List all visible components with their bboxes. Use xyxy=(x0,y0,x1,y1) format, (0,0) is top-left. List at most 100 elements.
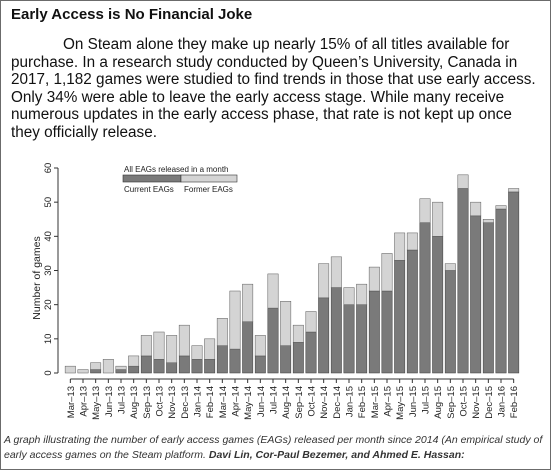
y-tick-label: 60 xyxy=(43,163,54,174)
bar-current-eags xyxy=(115,369,127,374)
x-tick-label: Nov–14 xyxy=(319,386,330,419)
x-tick-label: Mar–14 xyxy=(218,386,229,418)
bar-former-eags xyxy=(318,263,330,299)
bar-former-eags xyxy=(292,324,304,343)
x-tick-label: Nov–15 xyxy=(471,386,482,419)
bar-former-eags xyxy=(102,359,114,374)
bar-current-eags xyxy=(470,215,482,374)
bar-former-eags xyxy=(191,345,203,360)
bar-current-eags xyxy=(191,359,203,374)
x-tick-label: Jan–14 xyxy=(193,386,204,417)
bar-former-eags xyxy=(90,362,102,370)
x-tick-label: Jan–15 xyxy=(345,386,356,417)
bar-former-eags xyxy=(406,232,418,251)
x-tick-label: Oct–14 xyxy=(307,386,318,417)
legend: All EAGs released in a month Current EAGs… xyxy=(122,165,238,194)
x-tick-label: Jan–16 xyxy=(497,386,508,417)
bar-current-eags xyxy=(482,222,494,374)
bar-former-eags xyxy=(330,256,342,288)
bar-former-eags xyxy=(482,219,494,223)
x-tick-label: Apr–14 xyxy=(231,386,242,417)
x-tick-label: Apr–15 xyxy=(383,386,394,417)
bar-former-eags xyxy=(495,205,507,210)
x-tick-label: Jun–13 xyxy=(104,386,115,417)
bar-current-eags xyxy=(128,365,140,374)
bar-current-eags xyxy=(204,359,216,374)
bar-former-eags xyxy=(254,335,266,357)
x-tick-label: Sep–14 xyxy=(294,386,305,419)
bar-former-eags xyxy=(381,253,393,292)
x-tick-label: Nov–13 xyxy=(167,386,178,419)
y-tick-label: 50 xyxy=(43,197,54,208)
bar-current-eags xyxy=(153,359,165,374)
x-tick-label: Aug–13 xyxy=(129,386,140,419)
bar-current-eags xyxy=(368,290,380,374)
bar-former-eags xyxy=(204,338,216,360)
bar-current-eags xyxy=(457,188,469,374)
bar-current-eags xyxy=(406,249,418,374)
x-tick-label: Aug–15 xyxy=(433,386,444,419)
x-tick-label: Feb–14 xyxy=(205,386,216,418)
bar-current-eags xyxy=(216,345,228,374)
x-tick-label: Oct–13 xyxy=(155,386,166,417)
bar-current-eags xyxy=(381,290,393,374)
x-tick-label: Apr–13 xyxy=(79,386,90,417)
x-tick-label: Jul–13 xyxy=(117,386,128,414)
bar-former-eags xyxy=(128,355,140,367)
x-tick-label: Jun–15 xyxy=(408,386,419,417)
x-tick-label: Mar–15 xyxy=(370,386,381,418)
bar-former-eags xyxy=(216,318,228,346)
legend-label-current-eags: Current EAGs xyxy=(124,185,174,194)
bar-current-eags xyxy=(178,355,190,374)
x-tick-label: Mar–13 xyxy=(66,386,77,418)
bar-former-eags xyxy=(305,311,317,333)
y-axis: 0 10 20 30 40 50 60 xyxy=(43,163,59,376)
bar-current-eags xyxy=(343,304,355,374)
bar-former-eags xyxy=(267,273,279,309)
bar-current-eags xyxy=(432,236,444,374)
legend-swatch-former-eags xyxy=(180,174,238,183)
bar-current-eags xyxy=(444,270,456,374)
bar-former-eags xyxy=(178,324,190,357)
bar-current-eags xyxy=(394,260,406,374)
bar-current-eags xyxy=(495,208,507,374)
bar-former-eags xyxy=(280,301,292,346)
x-tick-label: Feb–16 xyxy=(509,386,520,418)
y-tick-label: 30 xyxy=(43,265,54,276)
bar-current-eags xyxy=(229,348,241,374)
bar-former-eags xyxy=(368,266,380,292)
article-body: On Steam alone they make up nearly 15% o… xyxy=(11,36,536,141)
bar-current-eags xyxy=(166,362,178,374)
article-title: Early Access is No Financial Joke xyxy=(11,6,253,23)
x-tick-label: Sep–13 xyxy=(142,386,153,419)
y-axis-label: Number of games xyxy=(31,236,43,319)
bar-current-eags xyxy=(419,222,431,374)
bar-current-eags xyxy=(90,369,102,374)
bar-current-eags xyxy=(140,355,152,374)
bar-former-eags xyxy=(229,290,241,350)
bar-former-eags xyxy=(115,365,127,370)
bar-former-eags xyxy=(432,201,444,237)
y-tick-label: 10 xyxy=(43,334,54,345)
bar-current-eags xyxy=(254,355,266,374)
bar-current-eags xyxy=(508,191,520,374)
bar-former-eags xyxy=(140,335,152,357)
y-tick-label: 20 xyxy=(43,299,54,310)
x-tick-label: Dec–14 xyxy=(332,386,343,419)
x-tick-label: May–15 xyxy=(395,386,406,420)
x-tick-label: Oct–15 xyxy=(459,386,470,417)
bar-former-eags xyxy=(457,174,469,189)
bar-current-eags xyxy=(242,321,254,374)
figure-caption: A graph illustrating the number of early… xyxy=(4,433,548,463)
bar-current-eags xyxy=(330,287,342,374)
bar-current-eags xyxy=(356,304,368,374)
bar-former-eags xyxy=(77,369,89,374)
bar-former-eags xyxy=(242,283,254,322)
y-tick-label: 40 xyxy=(43,231,54,242)
bar-former-eags xyxy=(508,188,520,193)
bar-current-eags xyxy=(292,342,304,374)
x-tick-label: Feb–15 xyxy=(357,386,368,418)
x-tick-label: Jul–14 xyxy=(269,386,280,414)
x-tick-label: Jun–14 xyxy=(256,386,267,417)
